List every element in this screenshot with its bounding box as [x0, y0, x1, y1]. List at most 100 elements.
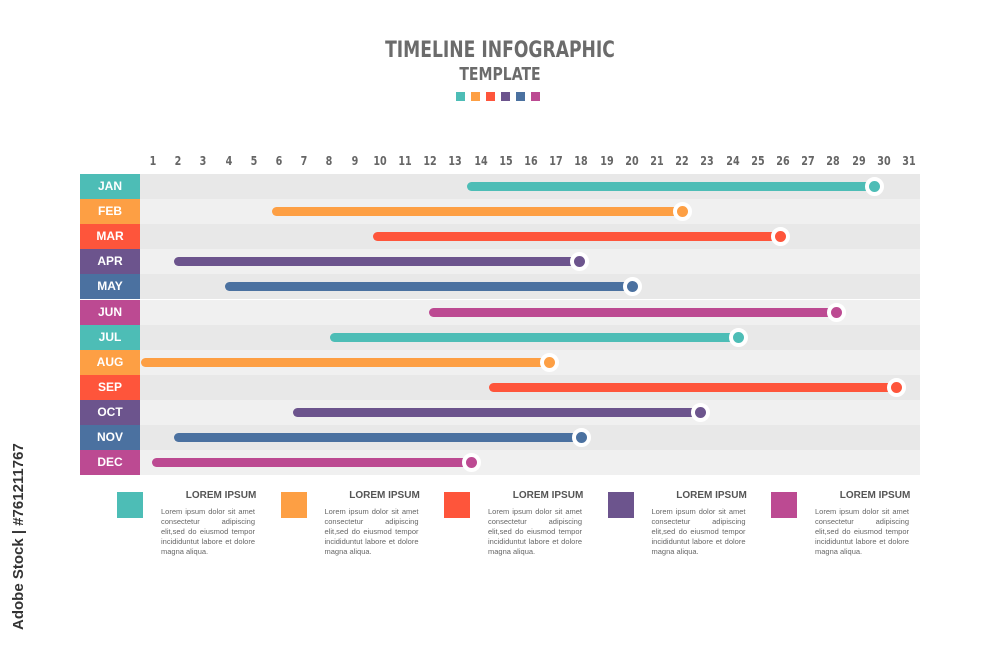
color-swatch	[471, 92, 480, 101]
x-tick-label: 9	[351, 154, 358, 168]
legend-title: LOREM IPSUM	[839, 490, 911, 501]
x-tick-label: 28	[826, 154, 841, 168]
legend-color-square	[444, 492, 470, 518]
legend-description: Lorem ipsum dolor sit amet consectetur a…	[324, 507, 419, 556]
timeline-row: NOV	[80, 425, 920, 450]
timeline-row: SEP	[80, 374, 920, 400]
x-tick-label: 7	[300, 154, 308, 168]
timeline-bar	[174, 433, 582, 442]
timeline-row: DEC	[80, 450, 920, 476]
legend-description: Lorem ipsum dolor sit amet consectetur a…	[488, 507, 582, 556]
timeline-bar	[272, 207, 683, 217]
x-tick-label: 18	[574, 154, 589, 168]
timeline-row: FEB	[80, 199, 920, 225]
legend-color-square	[117, 492, 143, 518]
month-label: AUG	[80, 349, 140, 375]
timeline-row: OCT	[80, 399, 920, 425]
x-tick-label: 23	[700, 154, 715, 168]
x-tick-label: 6	[275, 154, 283, 168]
timeline-bar	[489, 382, 897, 392]
watermark: Adobe Stock | #761211767	[10, 443, 27, 630]
end-marker	[673, 202, 693, 222]
timeline-bar	[428, 307, 836, 317]
timeline-row: AUG	[80, 349, 920, 375]
x-tick-label: 4	[225, 154, 232, 168]
timeline-bar	[292, 407, 700, 417]
month-label: APR	[80, 249, 140, 275]
end-marker	[569, 252, 589, 272]
end-marker	[539, 352, 559, 372]
x-tick-label: 27	[801, 154, 815, 168]
timeline-bar	[141, 357, 549, 367]
timeline-row: JAN	[80, 174, 920, 199]
legend-color-square	[771, 492, 797, 518]
end-marker	[771, 227, 791, 247]
month-label: FEB	[80, 199, 140, 225]
end-marker	[572, 428, 592, 447]
x-tick-label: 26	[776, 154, 790, 168]
month-label: MAR	[80, 224, 140, 250]
timeline-bar	[174, 257, 579, 267]
month-label: JAN	[80, 174, 140, 199]
end-marker	[690, 402, 710, 422]
month-label: DEC	[80, 450, 140, 476]
legend-color-square	[280, 492, 307, 518]
x-tick-label: 22	[675, 154, 689, 168]
legend-description: Lorem ipsum dolor sit amet consectetur a…	[815, 507, 909, 556]
x-tick-label: 15	[499, 154, 513, 168]
legend-description: Lorem ipsum dolor sit amet consectetur a…	[651, 507, 746, 556]
x-tick-label: 19	[599, 154, 614, 168]
legend-color-square	[607, 492, 634, 518]
month-label: JUN	[80, 299, 140, 325]
end-marker	[728, 327, 748, 347]
x-tick-label: 5	[250, 154, 258, 168]
timeline-bar	[466, 182, 874, 191]
end-marker	[461, 453, 481, 473]
legend-title: LOREM IPSUM	[185, 490, 257, 501]
x-tick-label: 14	[473, 154, 488, 168]
x-tick-label: 8	[326, 154, 333, 168]
month-label: SEP	[80, 374, 140, 400]
x-tick-label: 29	[851, 154, 866, 168]
timeline-bar	[151, 458, 471, 468]
legend-title: LOREM IPSUM	[512, 490, 584, 501]
x-tick-label: 1	[149, 154, 157, 168]
x-tick-label: 25	[751, 154, 765, 168]
month-label: JUL	[80, 324, 140, 350]
x-tick-label: 21	[650, 154, 664, 168]
color-swatch	[456, 92, 465, 101]
x-tick-label: 30	[877, 154, 891, 168]
legend-title: LOREM IPSUM	[676, 490, 747, 501]
color-swatch	[516, 92, 525, 101]
title: TIMELINE INFOGRAPHIC	[385, 38, 615, 63]
month-label: MAY	[80, 274, 140, 300]
subtitle: TEMPLATE	[459, 64, 541, 85]
end-marker	[622, 277, 642, 297]
color-swatch	[531, 92, 540, 101]
x-tick-label: 12	[423, 154, 437, 168]
month-label: NOV	[80, 425, 140, 450]
timeline-row: APR	[80, 249, 920, 275]
x-tick-label: 3	[200, 154, 207, 168]
x-tick-label: 2	[174, 154, 182, 168]
x-tick-label: 24	[725, 154, 740, 168]
timeline-bar	[330, 332, 738, 342]
legend-title: LOREM IPSUM	[349, 490, 420, 501]
end-marker	[864, 177, 884, 196]
x-tick-label: 10	[373, 154, 387, 168]
timeline-row: JUN	[80, 299, 920, 325]
x-tick-label: 11	[398, 154, 412, 168]
x-tick-label: 13	[448, 154, 463, 168]
timeline-row: JUL	[80, 324, 920, 350]
legend-description: Lorem ipsum dolor sit amet consectetur a…	[161, 507, 255, 556]
end-marker	[887, 377, 907, 397]
color-swatch	[501, 92, 510, 101]
x-tick-label: 16	[524, 154, 538, 168]
timeline-row: MAY	[80, 274, 920, 300]
timeline-row: MAR	[80, 224, 920, 250]
month-label: OCT	[80, 399, 140, 425]
timeline-bar	[373, 232, 781, 242]
x-tick-label: 31	[902, 154, 916, 168]
color-swatches	[456, 92, 540, 101]
timeline-bar	[224, 282, 632, 292]
